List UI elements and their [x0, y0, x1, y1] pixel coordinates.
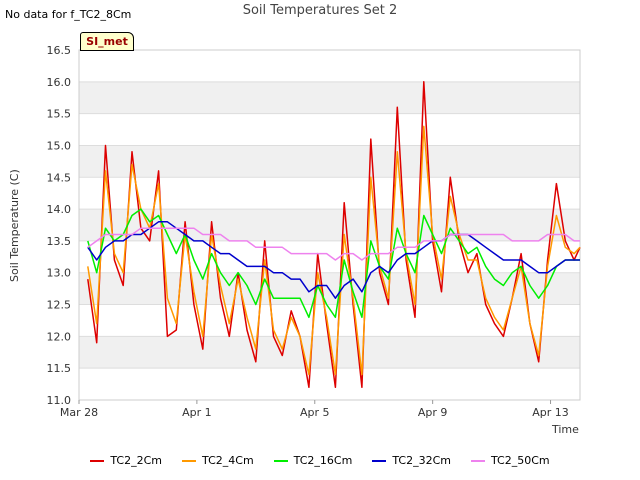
y-tick-label: 12.5 [47, 299, 72, 312]
chart-title: Soil Temperatures Set 2 [242, 3, 398, 18]
no-data-message: No data for f_TC2_8Cm [5, 8, 132, 21]
series-line-TC2_16Cm [87, 208, 580, 319]
x-tick-label: Mar 28 [60, 406, 98, 419]
x-tick-label: Apr 9 [418, 406, 448, 419]
legend-item[interactable]: TC2_2Cm [90, 454, 162, 467]
y-tick-label: 14.5 [47, 171, 72, 184]
legend-label: TC2_16Cm [293, 454, 353, 467]
legend-swatch [470, 459, 485, 462]
y-tick-labels: 11.0 11.5 12.0 12.5 13.0 13.5 14.0 14.5 15.0 15.5… [47, 44, 72, 407]
y-tick-label: 16.0 [47, 76, 72, 89]
y-tick-label: 13.0 [47, 267, 72, 280]
series-line-TC2_4Cm [87, 125, 581, 376]
legend-swatch [273, 459, 288, 462]
grid-band [79, 145, 580, 178]
x-tick-labels: Mar 28 Apr 1 Apr 5 Apr 9 Apr 13 [60, 400, 569, 419]
series-line-TC2_32Cm [87, 221, 580, 299]
legend-swatch [182, 459, 197, 462]
y-tick-label: 14.0 [47, 203, 72, 216]
series-lines [87, 81, 581, 389]
x-tick-label: Apr 1 [182, 406, 212, 419]
series-line-TC2_2Cm [87, 81, 581, 389]
legend-swatch [90, 459, 105, 462]
y-tick-label: 11.5 [47, 362, 72, 375]
legend-item[interactable]: TC2_16Cm [273, 454, 353, 467]
y-tick-label: 16.5 [47, 44, 72, 57]
y-tick-label: 13.5 [47, 235, 72, 248]
y-tick-label: 12.0 [47, 330, 72, 343]
legend-swatch [372, 459, 387, 462]
x-axis-label: Time [552, 423, 579, 436]
background-bands [79, 81, 580, 369]
legend-item[interactable]: TC2_4Cm [182, 454, 254, 467]
y-tick-label: 15.5 [47, 108, 72, 121]
legend-item[interactable]: TC2_32Cm [372, 454, 451, 467]
x-tick-label: Apr 5 [300, 406, 330, 419]
site-badge: SI_met [80, 32, 134, 51]
legend-item[interactable]: TC2_50Cm [470, 454, 550, 467]
legend-label: TC2_50Cm [490, 454, 550, 467]
x-tick-label: Apr 13 [532, 406, 569, 419]
y-tick-label: 15.0 [47, 139, 72, 152]
legend-label: TC2_2Cm [110, 454, 163, 467]
series-line-TC2_50Cm [87, 227, 580, 261]
plot-frame [78, 49, 581, 401]
grid-band [79, 81, 580, 114]
y-tick-label: 11.0 [47, 394, 72, 407]
legend: TC2_2Cm TC2_4Cm TC2_16Cm TC2_32Cm TC2_50Cm [0, 454, 640, 467]
legend-label: TC2_4Cm [202, 454, 254, 467]
legend-label: TC2_32Cm [392, 454, 451, 467]
